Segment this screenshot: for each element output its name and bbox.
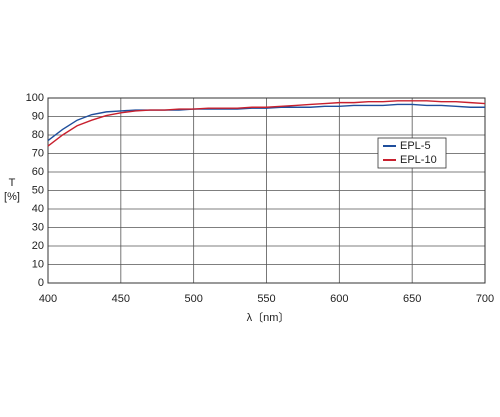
x-tick-label: 700 [476, 293, 494, 305]
legend-label: EPL-10 [400, 154, 437, 166]
x-tick-label: 650 [403, 293, 421, 305]
legend-label: EPL-5 [400, 140, 431, 152]
y-tick-label: 10 [32, 258, 44, 270]
y-tick-label: 50 [32, 184, 44, 196]
x-tick-label: 600 [330, 293, 348, 305]
x-tick-label: 500 [184, 293, 202, 305]
y-axis-unit: [%] [4, 191, 20, 203]
y-tick-label: 70 [32, 147, 44, 159]
x-axis-label: λ〔nm〕 [247, 311, 290, 324]
y-tick-label: 30 [32, 221, 44, 233]
y-tick-label: 20 [32, 240, 44, 252]
x-tick-label: 400 [39, 293, 57, 305]
x-tick-label: 450 [112, 293, 130, 305]
y-tick-label: 100 [26, 92, 44, 104]
plot-frame [47, 97, 486, 284]
x-tick-label: 550 [257, 293, 275, 305]
series-line [47, 100, 486, 147]
y-tick-label: 80 [32, 129, 44, 141]
y-tick-label: 40 [32, 203, 44, 215]
y-tick-label: 60 [32, 166, 44, 178]
y-axis-label: T [9, 177, 16, 189]
y-tick-label: 0 [38, 277, 44, 289]
series-line [47, 103, 485, 142]
y-tick-label: 90 [32, 110, 44, 122]
legend-box [377, 137, 447, 169]
